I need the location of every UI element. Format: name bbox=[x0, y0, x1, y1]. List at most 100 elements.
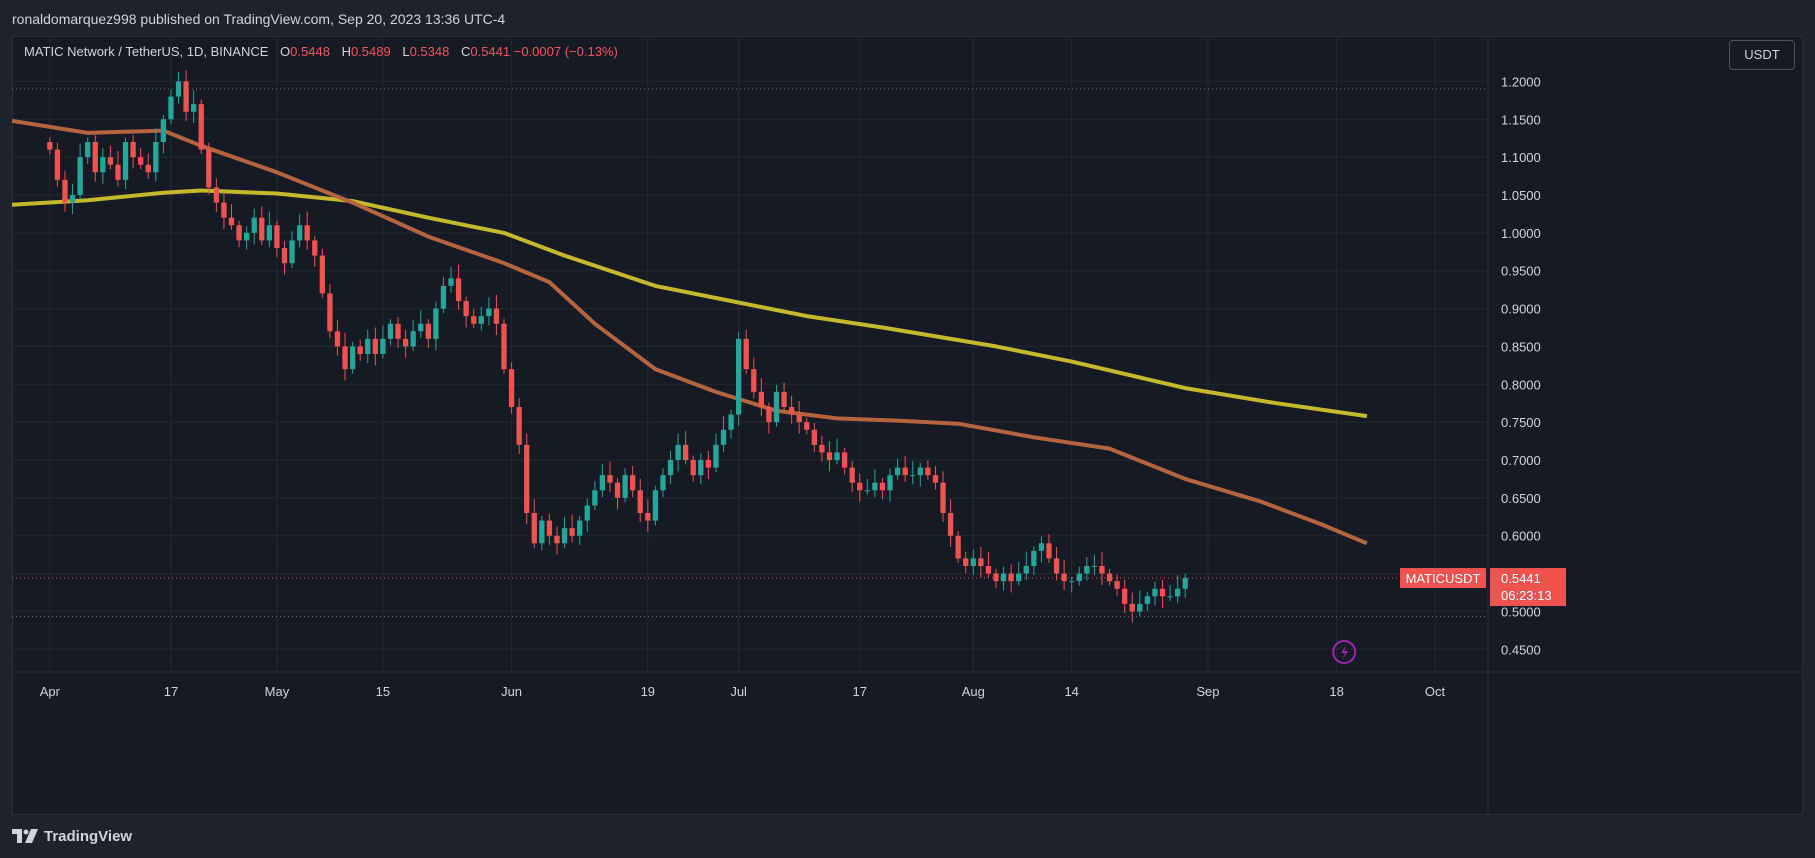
candle-up bbox=[1076, 573, 1082, 582]
candle-down bbox=[493, 308, 500, 324]
candle-down bbox=[531, 513, 537, 544]
candle-down bbox=[683, 444, 689, 460]
published-text: ronaldomarquez998 published on TradingVi… bbox=[12, 11, 506, 27]
candle-down bbox=[342, 346, 348, 370]
high-value: 0.5489 bbox=[350, 44, 391, 59]
candle-up bbox=[698, 460, 704, 476]
candle-up bbox=[365, 338, 371, 354]
candle-down bbox=[819, 444, 825, 453]
x-tick-label: Oct bbox=[1425, 684, 1446, 699]
candle-up bbox=[970, 558, 976, 566]
candle-down bbox=[524, 444, 530, 513]
open-value: 0.5448 bbox=[290, 44, 330, 59]
candle-up bbox=[561, 528, 568, 544]
candle-up bbox=[175, 81, 182, 97]
candle-up bbox=[266, 225, 273, 241]
candle-down bbox=[766, 407, 772, 423]
candle-down bbox=[985, 566, 992, 574]
candle-up bbox=[1084, 566, 1090, 574]
candle-down bbox=[955, 535, 961, 559]
close-label: C bbox=[460, 44, 471, 59]
x-tick-label: Jun bbox=[501, 684, 522, 699]
candle-up bbox=[834, 452, 840, 460]
x-tick-label: Aug bbox=[962, 684, 985, 699]
candle-down bbox=[1046, 543, 1052, 559]
candle-up bbox=[1091, 566, 1098, 567]
y-tick-label: 0.7000 bbox=[1501, 453, 1541, 468]
y-tick-label: 1.1000 bbox=[1501, 150, 1541, 165]
candle-up bbox=[1167, 596, 1173, 598]
candle-down bbox=[395, 323, 401, 339]
change-value: −0.0007 (−0.13%) bbox=[513, 44, 618, 59]
candle-down bbox=[796, 414, 802, 423]
candle-up bbox=[296, 225, 303, 241]
candle-down bbox=[925, 467, 931, 476]
candle-up bbox=[667, 460, 674, 476]
candle-down bbox=[62, 179, 68, 203]
x-tick-label: 17 bbox=[164, 684, 178, 699]
candle-up bbox=[122, 142, 129, 180]
candle-up bbox=[539, 520, 545, 544]
candle-up bbox=[622, 475, 628, 498]
lightning-icon[interactable] bbox=[1332, 640, 1357, 664]
candle-down bbox=[804, 422, 810, 430]
symbol-tag-text: MATICUSDT bbox=[1406, 571, 1481, 586]
y-tick-label: 0.4500 bbox=[1501, 642, 1541, 657]
y-tick-label: 0.6500 bbox=[1501, 491, 1541, 506]
candle-up bbox=[191, 104, 197, 112]
candle-up bbox=[69, 195, 76, 203]
candle-up bbox=[894, 467, 901, 476]
x-tick-label: 14 bbox=[1064, 684, 1078, 699]
candle-down bbox=[516, 407, 522, 445]
candle-up bbox=[289, 240, 295, 264]
candle-up bbox=[410, 331, 416, 347]
candles bbox=[47, 70, 1188, 623]
candle-up bbox=[1000, 573, 1007, 582]
y-tick-label: 1.0500 bbox=[1501, 188, 1541, 203]
candle-down bbox=[402, 338, 409, 347]
candle-down bbox=[1008, 573, 1014, 582]
price-tag-price: 0.5441 bbox=[1501, 571, 1541, 586]
candle-down bbox=[145, 164, 151, 173]
candle-up bbox=[380, 338, 386, 354]
candle-down bbox=[281, 248, 288, 264]
candle-down bbox=[463, 301, 469, 317]
y-tick-label: 0.8000 bbox=[1501, 377, 1541, 392]
symbol-text: MATIC Network / TetherUS, 1D, BINANCE bbox=[24, 44, 269, 59]
x-tick-label: Sep bbox=[1196, 684, 1219, 699]
candle-down bbox=[228, 217, 235, 226]
currency-button[interactable]: USDT bbox=[1729, 40, 1795, 70]
ma-long-line bbox=[12, 188, 1368, 419]
moving-averages bbox=[12, 118, 1368, 546]
candle-down bbox=[758, 391, 765, 407]
candle-down bbox=[614, 482, 621, 498]
high-label: H bbox=[341, 44, 351, 59]
y-tick-label: 0.9000 bbox=[1501, 302, 1541, 317]
price-chart[interactable]: 1.2000 1.1500 1.1000 1.0500 1.0000 0.9500 0.90… bbox=[12, 36, 1803, 815]
candle-up bbox=[433, 308, 439, 339]
candle-up bbox=[153, 142, 159, 173]
x-tick-label: 18 bbox=[1329, 684, 1343, 699]
grid bbox=[12, 36, 1488, 672]
candle-down bbox=[198, 104, 204, 150]
candle-down bbox=[1159, 588, 1166, 597]
candle-up bbox=[243, 232, 250, 241]
candle-down bbox=[705, 460, 712, 468]
tradingview-logo[interactable]: TradingView bbox=[12, 826, 132, 846]
candle-up bbox=[864, 490, 870, 492]
candle-down bbox=[993, 573, 999, 582]
brand-text: TradingView bbox=[44, 827, 133, 845]
candle-up bbox=[652, 490, 659, 521]
y-tick-label: 0.7500 bbox=[1501, 415, 1541, 430]
candle-down bbox=[743, 338, 749, 370]
candle-up bbox=[592, 490, 598, 506]
x-tick-label: Apr bbox=[40, 684, 61, 699]
y-tick-label: 0.8500 bbox=[1501, 339, 1541, 354]
y-tick-label: 0.9500 bbox=[1501, 264, 1541, 279]
price-levels bbox=[12, 88, 1488, 618]
candle-down bbox=[130, 142, 136, 158]
candle-down bbox=[304, 225, 310, 241]
candle-up bbox=[77, 157, 83, 195]
candle-down bbox=[1106, 573, 1113, 582]
candle-down bbox=[751, 369, 757, 392]
